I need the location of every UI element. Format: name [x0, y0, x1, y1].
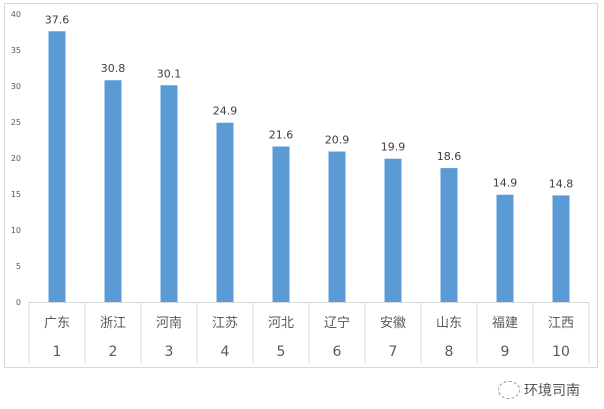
- y-tick-label: 10: [11, 226, 21, 235]
- category-label: 山东: [436, 316, 462, 331]
- data-label: 19.9: [381, 141, 406, 154]
- category-label: 安徽: [380, 316, 406, 331]
- bar-1: [48, 31, 66, 303]
- bar-6: [328, 151, 346, 302]
- category-label: 浙江: [100, 316, 126, 331]
- y-tick-label: 5: [16, 262, 21, 271]
- data-label: 24.9: [213, 105, 238, 118]
- wechat-icon: [498, 381, 520, 399]
- rank-label: 10: [552, 344, 570, 360]
- y-tick-label: 0: [16, 298, 21, 307]
- data-label: 18.6: [437, 150, 462, 163]
- category-label: 广东: [44, 316, 70, 331]
- data-label: 30.1: [157, 67, 182, 80]
- y-tick-label: 20: [11, 154, 21, 163]
- bar-4: [216, 122, 234, 302]
- y-tick-label: 40: [11, 10, 21, 19]
- rank-label: 8: [445, 344, 454, 360]
- data-label: 21.6: [269, 128, 294, 141]
- category-label: 河南: [156, 315, 182, 331]
- data-label: 14.9: [493, 177, 518, 190]
- rank-label: 2: [109, 344, 118, 360]
- bar-3: [160, 85, 178, 302]
- bar-2: [104, 80, 122, 303]
- y-tick-label: 25: [11, 118, 21, 127]
- bar-9: [496, 194, 514, 302]
- data-label: 37.6: [45, 13, 70, 26]
- rank-label: 9: [501, 344, 510, 360]
- bar-5: [272, 146, 290, 302]
- category-label: 福建: [492, 316, 518, 331]
- y-tick-label: 15: [11, 190, 21, 199]
- category-label: 辽宁: [324, 315, 350, 331]
- rank-label: 1: [53, 344, 62, 360]
- data-label: 14.8: [549, 177, 574, 190]
- chart-frame: [4, 3, 598, 368]
- rank-label: 5: [277, 344, 286, 360]
- category-label: 江苏: [212, 315, 238, 331]
- watermark-text: 环境司南: [524, 383, 580, 399]
- y-tick-label: 30: [11, 82, 21, 91]
- y-tick-label: 35: [11, 46, 21, 55]
- data-label: 20.9: [325, 134, 350, 147]
- category-label: 河北: [268, 316, 294, 331]
- rank-label: 4: [221, 344, 230, 360]
- category-label: 江西: [548, 316, 574, 331]
- bar-7: [384, 158, 402, 302]
- bar-8: [440, 168, 458, 302]
- data-label: 30.8: [101, 62, 126, 75]
- rank-label: 6: [333, 344, 342, 360]
- bar-10: [552, 195, 570, 302]
- watermark: 环境司南: [498, 380, 580, 400]
- rank-label: 3: [165, 344, 174, 360]
- rank-label: 7: [389, 344, 398, 360]
